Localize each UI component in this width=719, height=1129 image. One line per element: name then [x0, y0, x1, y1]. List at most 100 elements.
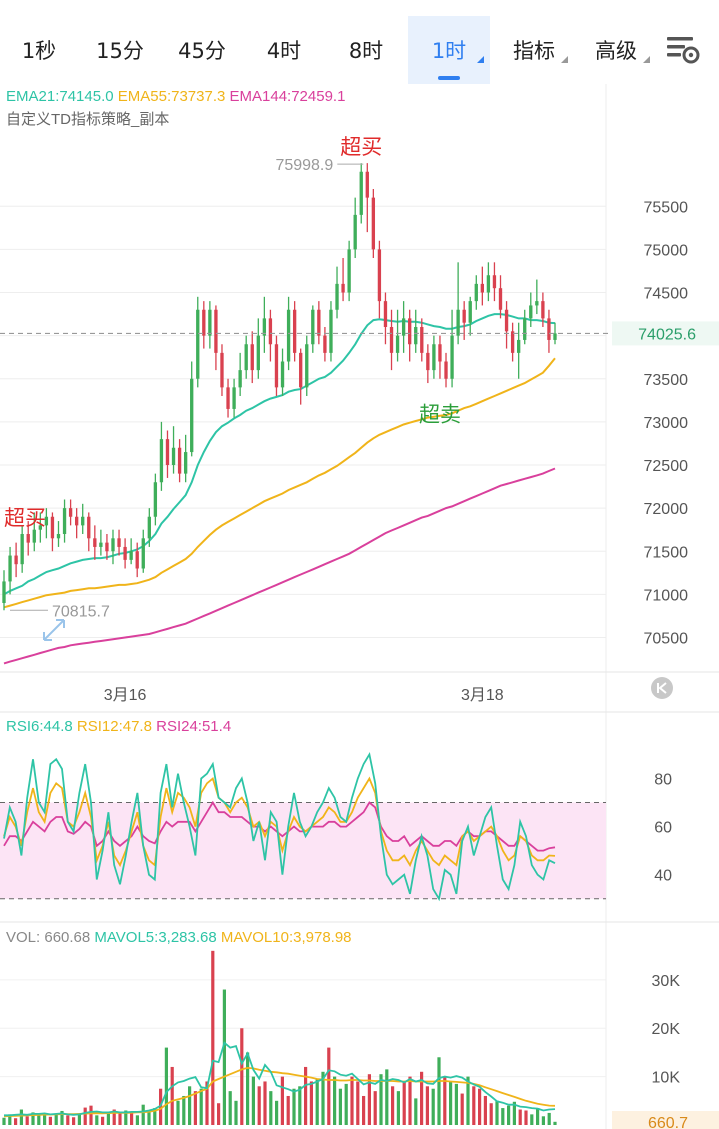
candle [541, 292, 545, 327]
candle-body [202, 309, 206, 336]
volume-bar [112, 1109, 116, 1125]
signal-label: 超买 [340, 136, 382, 159]
tab-label: 高级 [595, 39, 637, 63]
candle [420, 318, 424, 362]
y-tick-label: 73500 [644, 372, 689, 389]
candle-body [359, 171, 363, 215]
tab-1h[interactable]: 1时 [408, 16, 490, 84]
candle-body [238, 370, 242, 388]
volume-bar [449, 1081, 453, 1125]
volume-bar [176, 1100, 180, 1125]
candle-body [529, 305, 533, 319]
volume-bar [391, 1086, 395, 1125]
candle-body [111, 538, 115, 552]
volume-bar [83, 1107, 87, 1125]
volume-bar [512, 1101, 516, 1125]
candle [468, 296, 472, 336]
candle [359, 163, 363, 224]
x-tick-label: 3月16 [104, 687, 147, 704]
candle [38, 512, 42, 543]
candle-body [535, 301, 539, 306]
low-price-label: 70815.7 [52, 603, 110, 620]
candle-body [250, 344, 254, 371]
tab-1s[interactable]: 1秒 [4, 16, 74, 84]
y-tick-label: 71500 [644, 544, 689, 561]
tab-4h[interactable]: 4时 [246, 16, 322, 84]
mavol10-line [3, 1066, 556, 1118]
volume-bar [530, 1114, 534, 1125]
candle [68, 499, 73, 526]
candle-body [62, 508, 67, 534]
candle [347, 240, 351, 302]
candle-body [323, 335, 327, 353]
candle [341, 258, 345, 302]
candle-body [81, 516, 85, 526]
candle-body [474, 283, 478, 302]
candle [311, 305, 315, 353]
chart-settings-icon[interactable] [660, 28, 704, 72]
tab-15m[interactable]: 15分 [82, 16, 158, 84]
volume-bar [518, 1109, 522, 1125]
candle-body [438, 344, 442, 362]
volume-bar [263, 1081, 267, 1125]
candle-body [93, 538, 97, 547]
candle-body [510, 331, 515, 353]
candle [498, 275, 503, 319]
volume-bar [356, 1081, 360, 1125]
collapse-icon [651, 677, 673, 699]
candle [190, 361, 194, 457]
volume-bar [414, 1098, 418, 1125]
candle-body [498, 288, 503, 310]
volume-bar [246, 1052, 250, 1125]
volume-bar [60, 1110, 64, 1125]
candle-body [353, 214, 357, 250]
volume-bar [228, 1091, 232, 1125]
candle [226, 378, 230, 418]
candle [456, 262, 460, 345]
candle-body [486, 275, 491, 293]
candle-body [383, 301, 388, 327]
volume-bar [483, 1095, 487, 1125]
candle [274, 335, 279, 396]
candle [414, 309, 418, 353]
volume-bar [66, 1115, 70, 1125]
candle-body [377, 249, 382, 302]
tab-45m[interactable]: 45分 [164, 16, 240, 84]
candle-body [74, 516, 79, 526]
candle-body [444, 361, 448, 379]
rsi-line-rsi6 [3, 751, 556, 902]
candle-body [347, 249, 351, 293]
volume-bar [553, 1121, 557, 1125]
candle [383, 292, 388, 345]
candle [305, 335, 309, 396]
mavol5-line [4, 1041, 556, 1117]
volume-bar [408, 1076, 412, 1125]
ema-legend: EMA21:74145.0 EMA55:73737.3 EMA144:72459… [6, 88, 345, 105]
candle-body [317, 309, 321, 336]
tab-8h[interactable]: 8时 [328, 16, 404, 84]
candle-body [153, 482, 158, 517]
volume-bar [217, 1103, 221, 1125]
tab-indicators[interactable]: 指标 [494, 16, 574, 84]
tab-advanced[interactable]: 高级 [576, 16, 656, 84]
y-tick-label: 72000 [644, 501, 689, 518]
volume-bar [333, 1076, 337, 1125]
candle [2, 570, 6, 611]
signal-label: 超买 [4, 507, 46, 530]
volume-bar [454, 1083, 458, 1125]
candle [81, 503, 85, 534]
candle-body [123, 546, 127, 560]
candle [250, 331, 254, 384]
rsi-tick-label: 40 [654, 868, 672, 885]
candle [389, 309, 394, 371]
candle-body [68, 508, 73, 517]
candle [208, 301, 212, 349]
volume-bar [524, 1110, 528, 1125]
volume-bar [48, 1116, 52, 1125]
candle-body [262, 318, 267, 336]
candle [438, 335, 442, 379]
volume-bar [205, 1081, 209, 1125]
candle-body [541, 301, 545, 319]
volume-bar [164, 1047, 168, 1125]
